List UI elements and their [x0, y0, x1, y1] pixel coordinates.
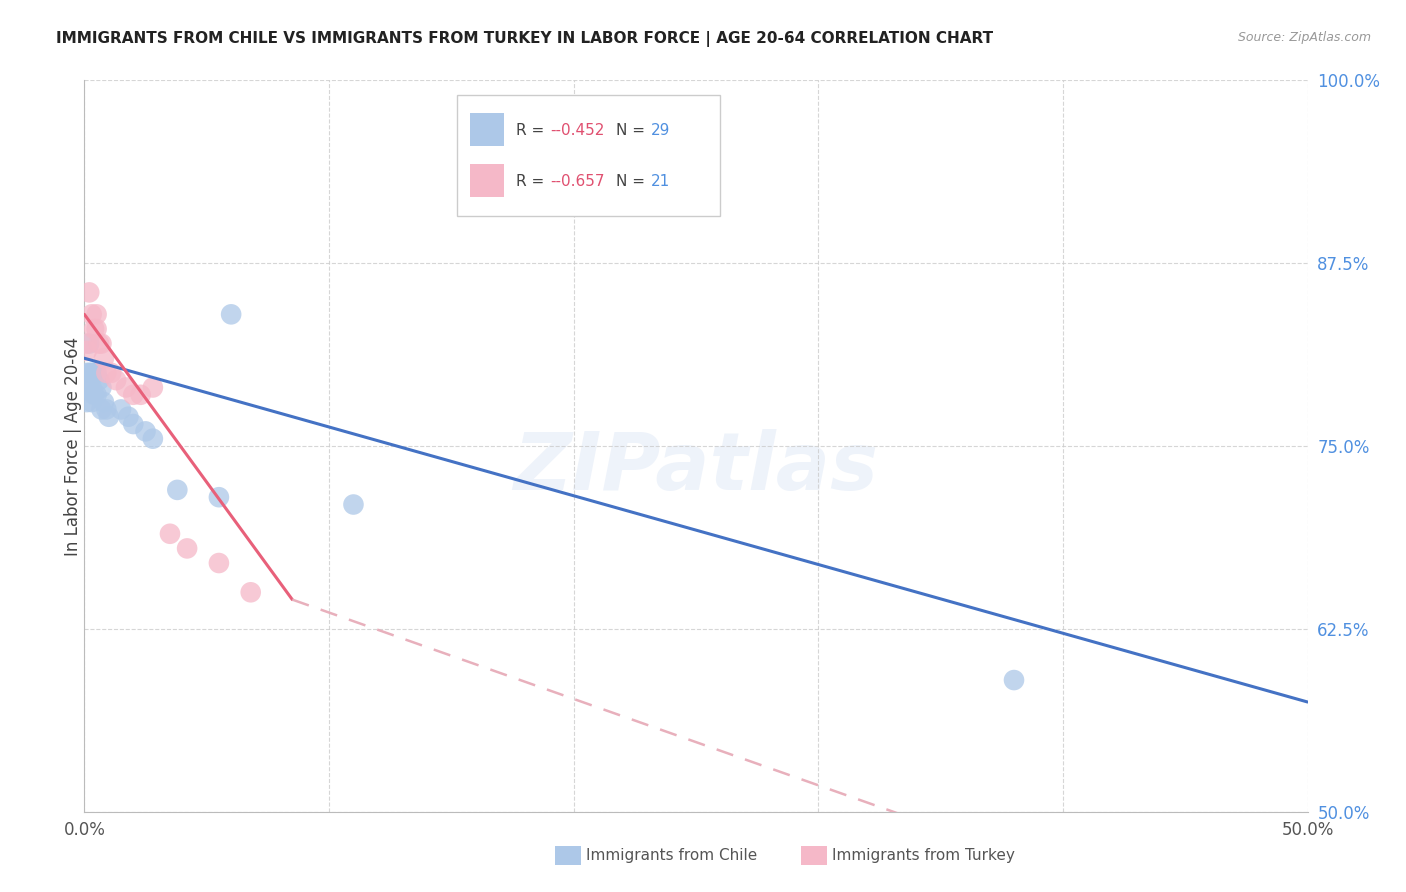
FancyBboxPatch shape	[457, 95, 720, 216]
Point	[219, 307, 242, 321]
Point	[93, 351, 115, 366]
Point	[87, 336, 110, 351]
Point	[77, 380, 100, 394]
Point	[239, 585, 262, 599]
Text: 29: 29	[651, 122, 671, 137]
Point	[86, 388, 108, 402]
Point	[142, 432, 165, 446]
Point	[76, 343, 98, 358]
Point	[83, 366, 105, 380]
Point	[115, 380, 138, 394]
Point	[142, 380, 165, 394]
Point	[90, 380, 112, 394]
Point	[96, 366, 118, 380]
Text: Source: ZipAtlas.com: Source: ZipAtlas.com	[1237, 31, 1371, 45]
Text: ZIPatlas: ZIPatlas	[513, 429, 879, 507]
Point	[87, 373, 110, 387]
Point	[97, 409, 120, 424]
Text: --0.657: --0.657	[550, 174, 605, 189]
Point	[76, 366, 98, 380]
Text: R =: R =	[516, 174, 550, 189]
Text: N =: N =	[616, 122, 651, 137]
Point	[159, 526, 181, 541]
Point	[80, 307, 103, 321]
Point	[110, 402, 132, 417]
Point	[117, 409, 139, 424]
Text: --0.452: --0.452	[550, 122, 605, 137]
Point	[80, 366, 103, 380]
Point	[90, 402, 112, 417]
Point	[77, 285, 100, 300]
Point	[1002, 673, 1025, 687]
Point	[208, 490, 231, 504]
Point	[83, 388, 105, 402]
Point	[86, 366, 108, 380]
Point	[208, 556, 231, 570]
Point	[93, 395, 115, 409]
Text: Immigrants from Chile: Immigrants from Chile	[586, 848, 758, 863]
Point	[122, 388, 145, 402]
Text: IMMIGRANTS FROM CHILE VS IMMIGRANTS FROM TURKEY IN LABOR FORCE | AGE 20-64 CORRE: IMMIGRANTS FROM CHILE VS IMMIGRANTS FROM…	[56, 31, 994, 47]
Bar	[470, 113, 503, 146]
Text: N =: N =	[616, 174, 651, 189]
Point	[77, 336, 100, 351]
Point	[77, 366, 100, 380]
Point	[80, 395, 103, 409]
Text: 21: 21	[651, 174, 671, 189]
Point	[96, 402, 118, 417]
Point	[166, 483, 188, 497]
Point	[83, 322, 105, 336]
Point	[122, 417, 145, 431]
Point	[76, 336, 98, 351]
Point	[80, 380, 103, 394]
Text: Immigrants from Turkey: Immigrants from Turkey	[832, 848, 1015, 863]
Point	[129, 388, 152, 402]
Point	[86, 307, 108, 321]
Y-axis label: In Labor Force | Age 20-64: In Labor Force | Age 20-64	[65, 336, 82, 556]
Text: R =: R =	[516, 122, 550, 137]
Point	[76, 380, 98, 394]
Point	[90, 336, 112, 351]
Point	[105, 373, 128, 387]
Bar	[470, 164, 503, 197]
Point	[135, 425, 157, 439]
Point	[86, 322, 108, 336]
Point	[342, 498, 364, 512]
Point	[100, 366, 122, 380]
Point	[176, 541, 198, 556]
Point	[76, 395, 98, 409]
